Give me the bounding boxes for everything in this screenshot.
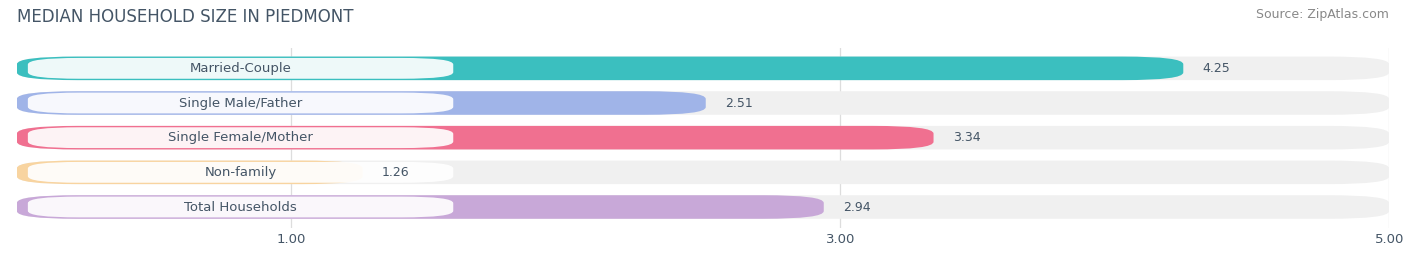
FancyBboxPatch shape: [28, 93, 453, 113]
FancyBboxPatch shape: [28, 127, 453, 148]
Text: 3.34: 3.34: [953, 131, 980, 144]
Text: 1.26: 1.26: [382, 166, 409, 179]
Text: 4.25: 4.25: [1202, 62, 1230, 75]
FancyBboxPatch shape: [17, 195, 1389, 219]
Text: Single Female/Mother: Single Female/Mother: [169, 131, 314, 144]
Text: MEDIAN HOUSEHOLD SIZE IN PIEDMONT: MEDIAN HOUSEHOLD SIZE IN PIEDMONT: [17, 8, 353, 26]
Text: 2.94: 2.94: [844, 200, 870, 214]
Text: Single Male/Father: Single Male/Father: [179, 96, 302, 110]
Text: 2.51: 2.51: [725, 96, 752, 110]
FancyBboxPatch shape: [17, 161, 1389, 184]
Text: Source: ZipAtlas.com: Source: ZipAtlas.com: [1256, 8, 1389, 21]
FancyBboxPatch shape: [17, 161, 363, 184]
FancyBboxPatch shape: [17, 195, 824, 219]
FancyBboxPatch shape: [28, 58, 453, 79]
FancyBboxPatch shape: [28, 197, 453, 217]
Text: Married-Couple: Married-Couple: [190, 62, 291, 75]
FancyBboxPatch shape: [17, 91, 1389, 115]
FancyBboxPatch shape: [17, 91, 706, 115]
FancyBboxPatch shape: [17, 126, 1389, 150]
Text: Total Households: Total Households: [184, 200, 297, 214]
FancyBboxPatch shape: [17, 57, 1389, 80]
FancyBboxPatch shape: [17, 57, 1184, 80]
FancyBboxPatch shape: [17, 126, 934, 150]
FancyBboxPatch shape: [28, 162, 453, 183]
Text: Non-family: Non-family: [204, 166, 277, 179]
